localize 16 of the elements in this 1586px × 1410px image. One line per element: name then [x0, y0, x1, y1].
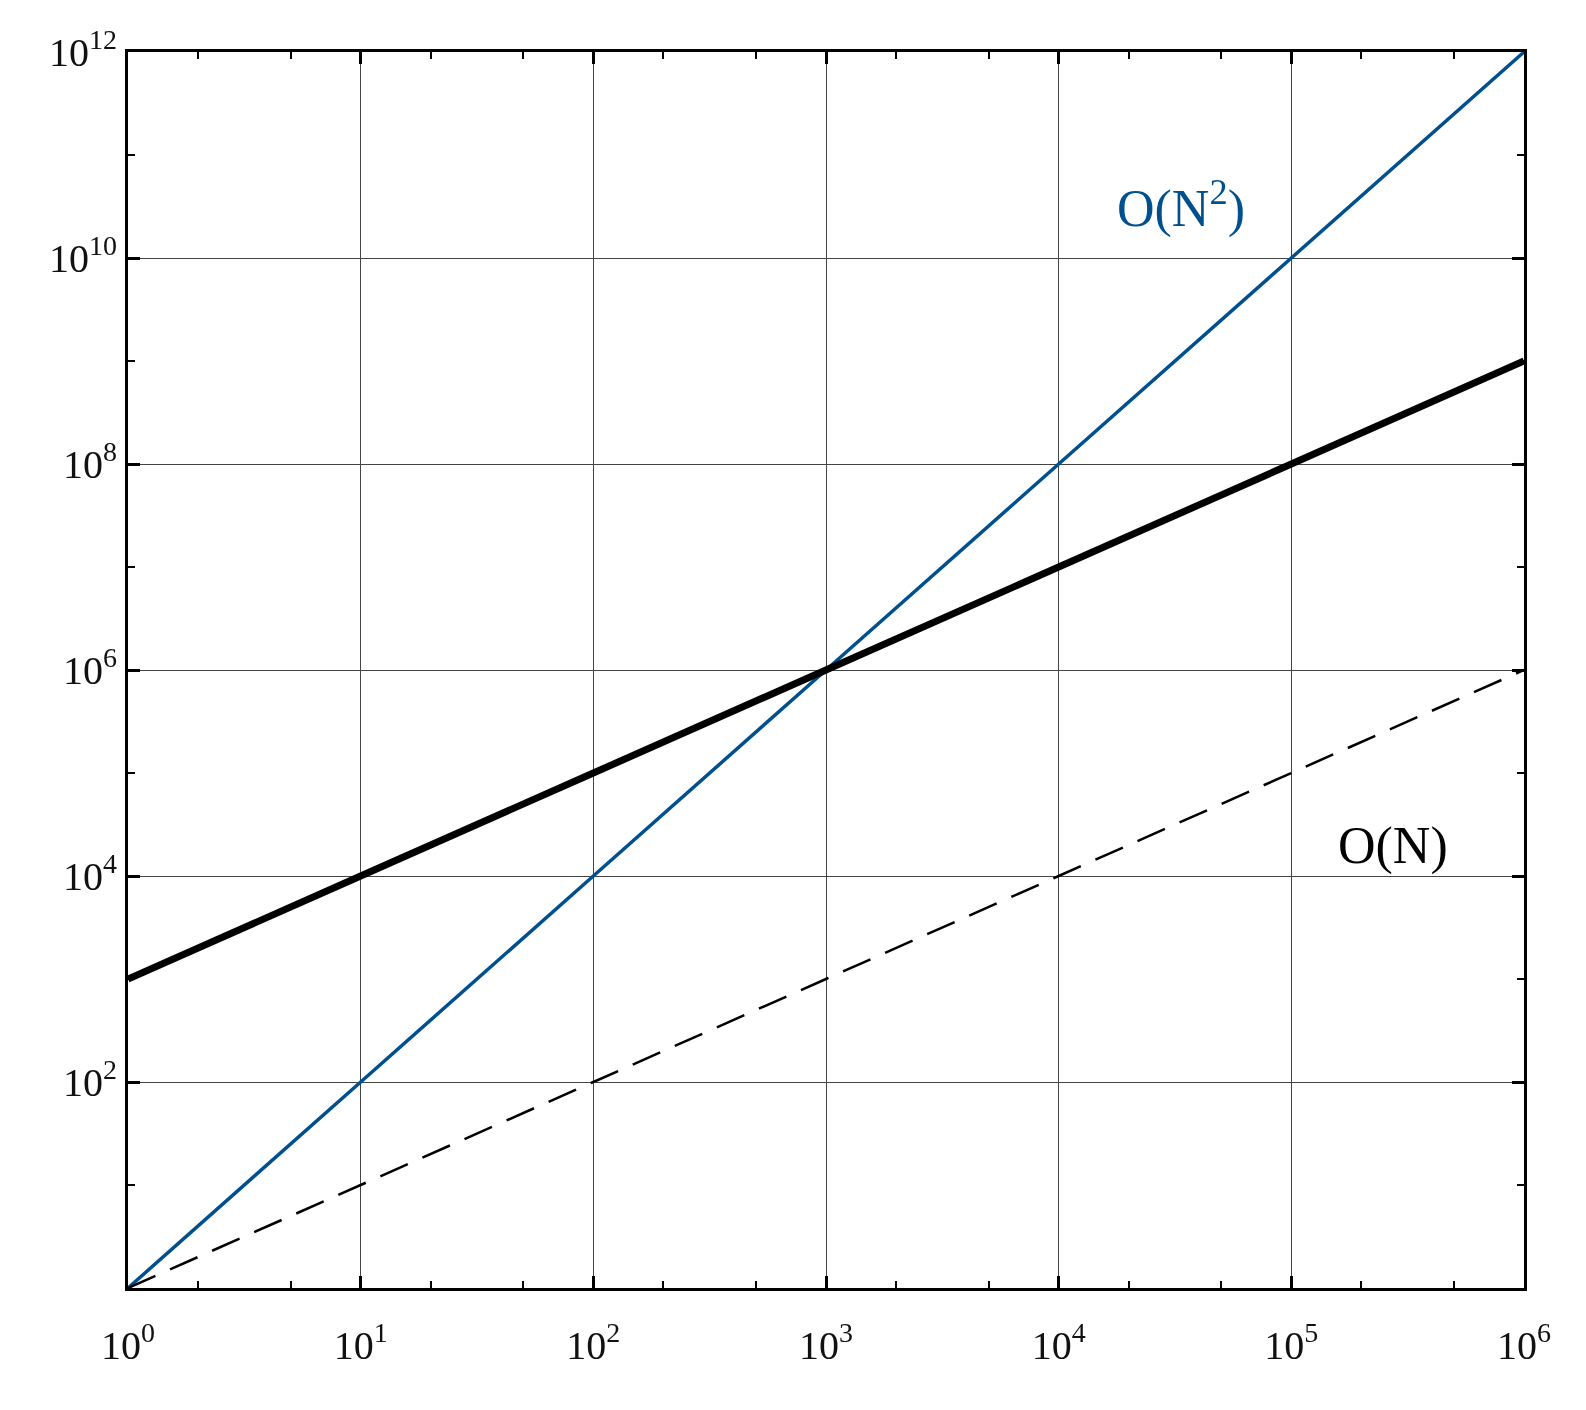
annotation: O(N)	[1338, 817, 1448, 875]
line-series	[128, 52, 1524, 1288]
y-tick-label: 10$^{8}$	[63, 436, 117, 487]
y-tick-label: 10$^{2}$	[63, 1054, 117, 1105]
annotation: O(N$^{2}$)	[1117, 172, 1245, 238]
x-tick-label: 10$^{2}$	[566, 1317, 621, 1368]
x-tick-label: 10$^{6}$	[1497, 1317, 1551, 1368]
y-tick-label: 10$^{12}$	[49, 24, 117, 75]
y-tick-label: 10$^{4}$	[63, 848, 117, 899]
x-tick-label: 10$^{0}$	[101, 1317, 155, 1368]
x-tick-label: 10$^{5}$	[1264, 1317, 1319, 1368]
x-tick-label: 10$^{4}$	[1031, 1317, 1086, 1368]
y-tick-label: 10$^{6}$	[63, 642, 117, 693]
y-tick-label: 10$^{10}$	[49, 230, 117, 281]
x-tick-label: 10$^{1}$	[333, 1317, 388, 1368]
x-tick-label: 10$^{3}$	[799, 1317, 853, 1368]
